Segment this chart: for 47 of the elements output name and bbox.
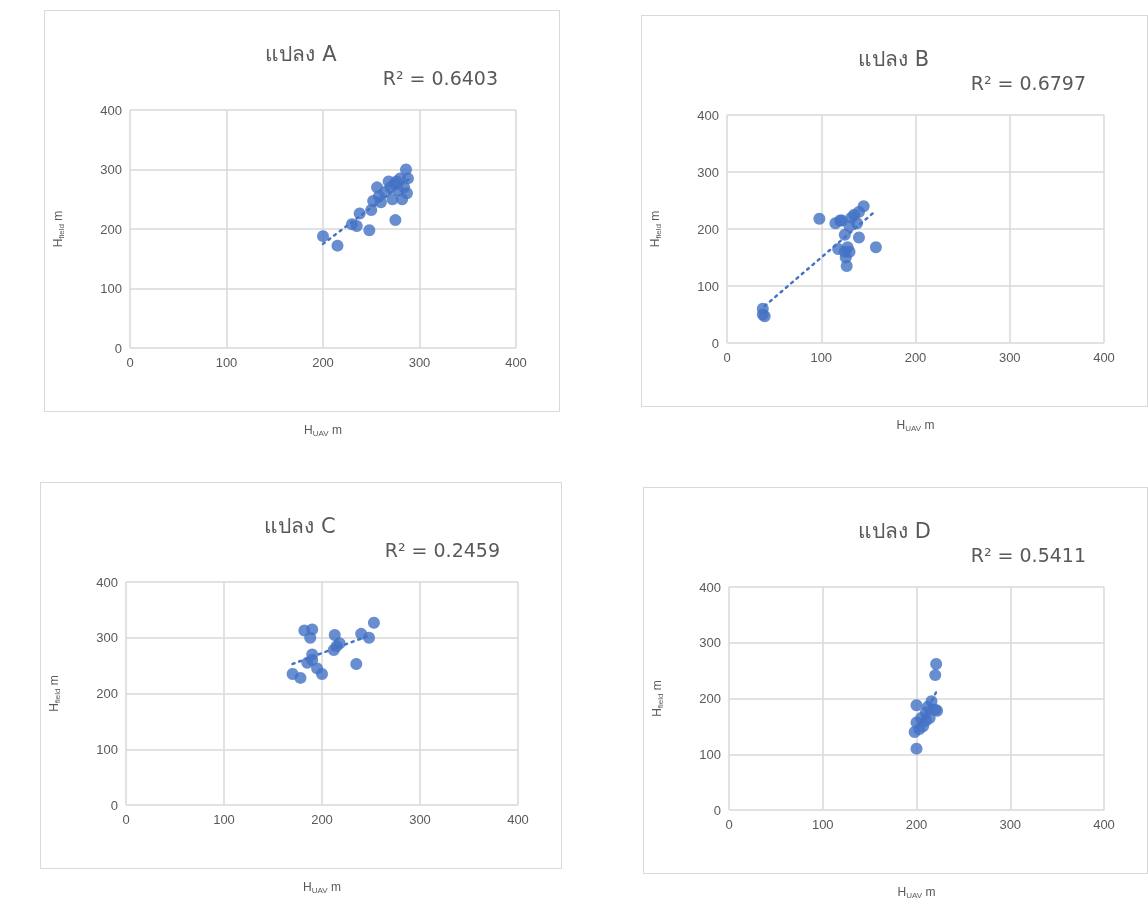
x-tick-label: 400	[505, 355, 527, 370]
x-tick-label: 300	[408, 355, 431, 370]
y-tick-label: 400	[100, 102, 122, 118]
y-tick-label: 300	[96, 630, 118, 646]
x-tick-label: 300	[998, 350, 1021, 365]
y-tick-label: 300	[697, 164, 719, 180]
x-tick-label: 0	[723, 350, 731, 365]
y-tick-label: 400	[699, 579, 721, 595]
x-tick-label: 400	[507, 812, 529, 827]
y-axis-title: Hfield m	[47, 675, 62, 712]
y-axis-title: Hfield m	[650, 680, 665, 717]
text: R² = 0.6797	[970, 71, 1087, 94]
x-tick-label: 0	[126, 355, 134, 370]
x-tick-label: 200	[905, 817, 928, 832]
y-tick-label: 300	[699, 635, 721, 651]
x-tick-label: 300	[999, 817, 1022, 832]
x-tick-label: 100	[811, 817, 834, 832]
y-tick-label: 300	[100, 162, 122, 177]
text: R² = 0.6403	[382, 66, 499, 89]
y-tick-label: 400	[96, 574, 118, 590]
y-tick-label: 200	[697, 221, 719, 237]
x-tick-label: 100	[215, 355, 238, 370]
x-tick-label: 200	[311, 812, 333, 827]
x-tick-label: 100	[213, 812, 235, 827]
x-tick-label: 400	[1093, 817, 1115, 832]
y-tick-label: 100	[96, 741, 118, 757]
text: R² = 0.5411	[970, 543, 1087, 566]
x-tick-label: 0	[725, 817, 733, 832]
chart-title: แปลง A	[265, 41, 338, 66]
y-tick-label: 200	[699, 691, 721, 706]
y-tick-label: 100	[100, 281, 122, 296]
y-tick-label: 200	[100, 221, 122, 237]
x-tick-label: 200	[312, 355, 334, 370]
y-tick-label: 100	[699, 746, 721, 762]
x-tick-label: 300	[409, 812, 431, 827]
chart-title: แปลง B	[857, 46, 930, 71]
x-tick-label: 200	[904, 350, 927, 365]
y-tick-label: 200	[96, 686, 118, 701]
y-tick-label: 0	[711, 335, 719, 351]
x-tick-label: 100	[810, 350, 833, 365]
text: R² = 0.2459	[384, 538, 501, 561]
chart-title: แปลง D	[858, 518, 931, 543]
chart-title: แปลง C	[264, 513, 336, 538]
y-tick-label: 400	[697, 107, 719, 123]
y-tick-label: 100	[697, 278, 719, 294]
x-tick-label: 400	[1093, 350, 1115, 365]
y-tick-label: 0	[110, 797, 118, 813]
